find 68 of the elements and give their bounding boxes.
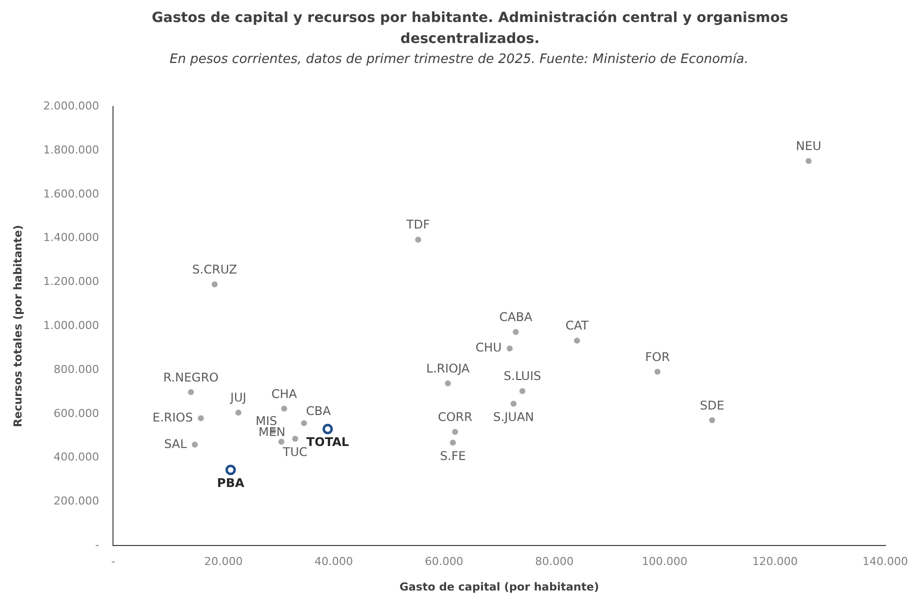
x-tick-label: 120.000 <box>752 555 798 568</box>
y-tick-label: - <box>95 538 100 552</box>
point <box>806 158 812 164</box>
x-tick-label: - <box>111 555 116 568</box>
point <box>452 428 458 435</box>
annotation: S.CRUZ <box>192 262 238 277</box>
annotation: TOTAL <box>306 435 350 450</box>
point <box>709 417 716 424</box>
annotation: CAT <box>565 318 590 333</box>
point <box>519 388 526 394</box>
annotation: S.LUIS <box>504 369 542 384</box>
annotation: CHU <box>476 340 502 355</box>
chart-title: Gastos de capital y recursos por habitante. Administración central y organismos descentralizados. <box>150 9 790 49</box>
point <box>654 368 660 375</box>
y-tick-label: 400.000 <box>54 450 100 464</box>
annotation: CBA <box>306 404 332 418</box>
point <box>235 410 242 416</box>
point <box>198 415 204 422</box>
point <box>300 420 307 426</box>
point <box>212 281 218 288</box>
point <box>281 406 288 412</box>
x-tick-label: 140.000 <box>862 555 908 568</box>
chart-subtitle: En pesos corrientes, datos de primer trimestre de 2025. Fuente: Ministerio de Economía. <box>168 52 750 67</box>
x-tick-label: 60.000 <box>424 555 464 568</box>
point <box>225 464 236 476</box>
point <box>188 389 194 396</box>
y-tick-label: 2.000.000 <box>43 99 100 112</box>
annotation: TUC <box>282 444 308 459</box>
point <box>510 400 517 407</box>
point <box>192 442 198 448</box>
annotation: TDF <box>405 218 430 232</box>
y-tick-label: 800.000 <box>54 362 100 376</box>
y-tick-label: 200.000 <box>54 494 100 508</box>
annotation: L.RIOJA <box>426 362 470 376</box>
annotation: NEU <box>796 139 822 154</box>
y-tick-label: 1.800.000 <box>43 143 100 156</box>
y-tick-label: 600.000 <box>54 406 100 420</box>
annotation: E.RIOS <box>152 410 193 424</box>
point <box>574 338 580 344</box>
annotation: SAL <box>164 436 188 451</box>
y-tick-label: 1.400.000 <box>43 231 100 244</box>
point <box>292 436 298 442</box>
annotation: PBA <box>217 476 245 490</box>
annotation: R.NEGRO <box>163 370 219 384</box>
x-axis-title: Gasto de capital (por habitante) <box>399 580 599 594</box>
y-tick-label: 1.600.000 <box>43 187 100 200</box>
point <box>506 345 513 352</box>
point <box>450 440 456 446</box>
annotation: S.JUAN <box>493 410 534 424</box>
point <box>415 236 422 243</box>
point <box>444 380 451 386</box>
annotation: SDE <box>700 398 724 412</box>
point <box>278 438 284 445</box>
annotation: JUJ <box>229 390 246 405</box>
x-tick-label: 40.000 <box>314 555 354 568</box>
point <box>322 424 333 434</box>
y-tick-label: 1.200.000 <box>43 275 100 288</box>
x-tick-label: 80.000 <box>535 555 574 568</box>
annotation: CORR <box>438 410 472 424</box>
point <box>512 329 519 336</box>
annotation: CHA <box>271 386 298 401</box>
x-tick-label: 100.000 <box>642 555 688 568</box>
y-axis-title: Recursos totales (por habitante) <box>11 225 24 428</box>
annotation: FOR <box>645 350 670 364</box>
annotation: CABA <box>499 310 534 324</box>
y-tick-label: 1.000.000 <box>43 318 100 332</box>
annotation: S.FE <box>440 448 466 463</box>
x-tick-label: 20.000 <box>204 555 243 568</box>
